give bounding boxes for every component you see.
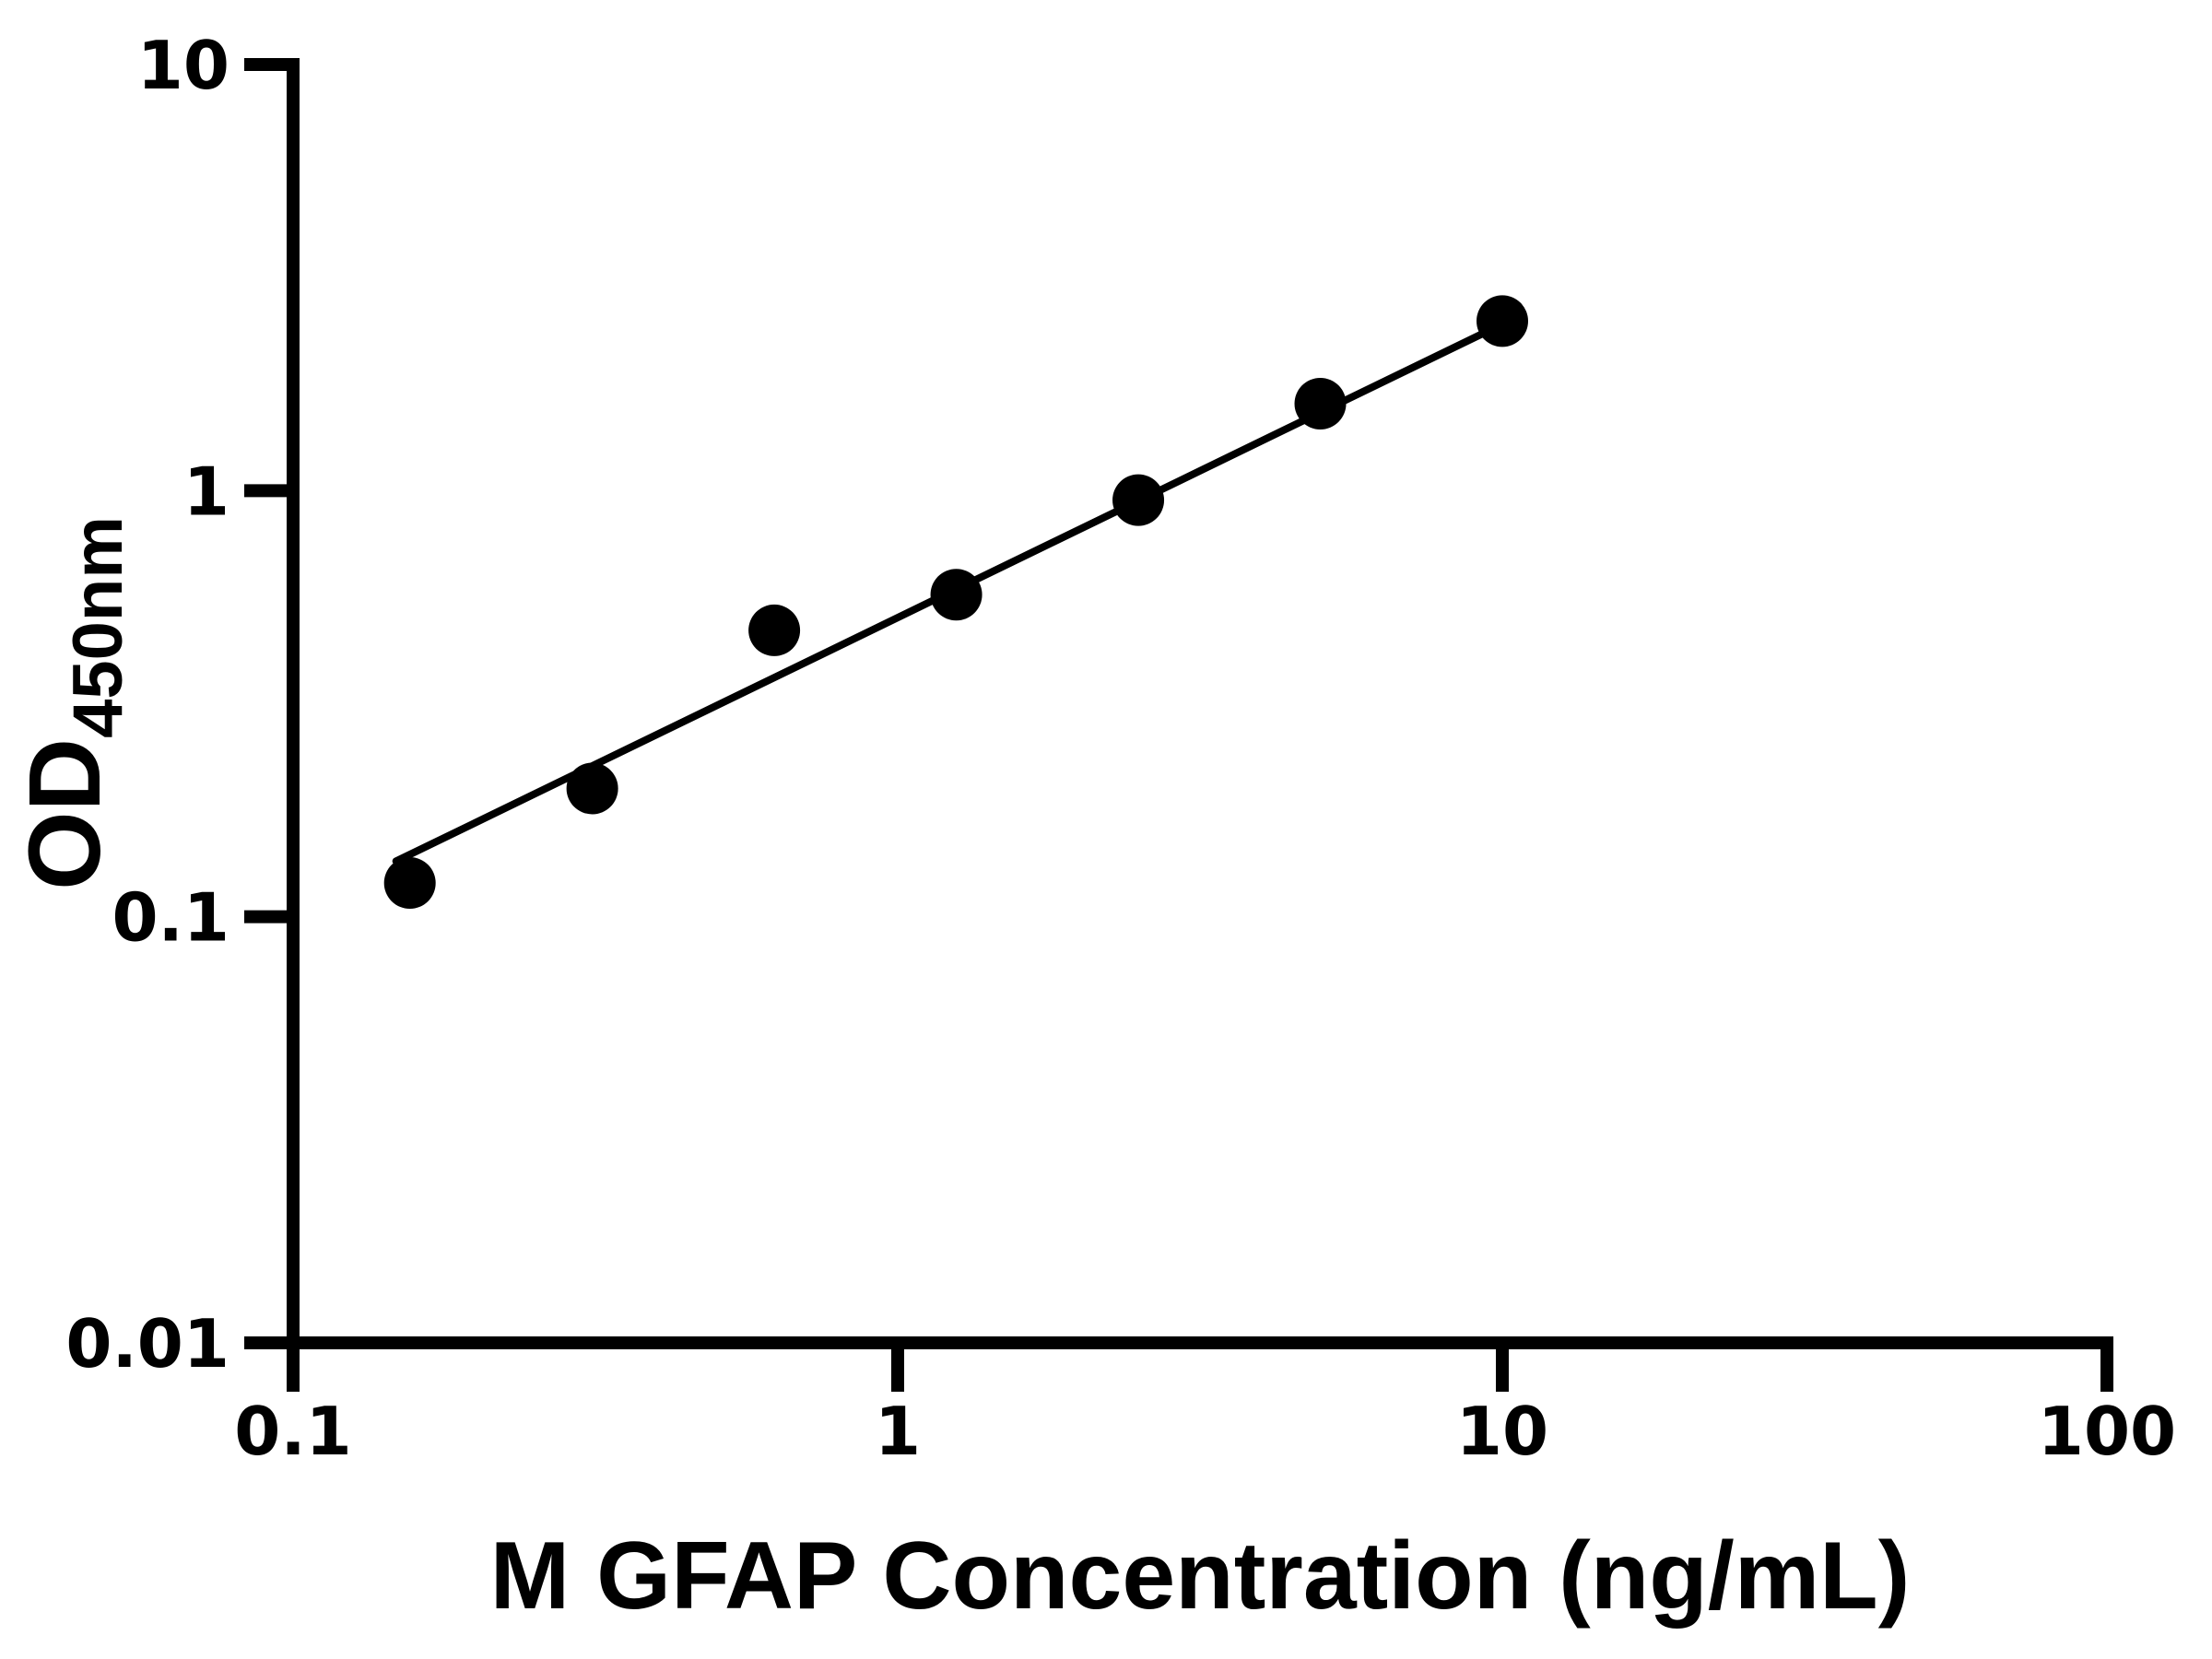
x-tick-label: 0.1 [234,1393,352,1470]
x-axis-title: M GFAP Concentration (ng/mL) [490,1523,1911,1630]
axes [287,58,2113,1349]
data-point [1477,295,1528,347]
x-tick-label: 100 [2038,1393,2176,1470]
data-point [566,762,618,815]
y-tick-label: 10 [137,27,229,104]
y-tick-label: 0.01 [65,1305,229,1382]
plot-area [383,295,1528,910]
data-point [748,604,801,656]
data-point [1112,474,1165,526]
y-axis-ticks: 10 1 0.1 0.01 [65,27,293,1382]
x-tick-label: 1 [875,1393,921,1470]
y-axis-title-main: OD [8,738,122,890]
y-tick-label: 1 [183,453,229,530]
x-axis-ticks: 0.1 1 10 100 [234,1343,2176,1470]
data-point [930,569,982,621]
y-axis-title-subscript: 450nm [59,516,137,738]
x-tick-label: 10 [1456,1393,1548,1470]
data-point [1294,377,1347,429]
y-tick-label: 0.1 [112,879,229,957]
data-point [383,857,436,910]
y-axis-title: OD450nm [8,516,137,890]
